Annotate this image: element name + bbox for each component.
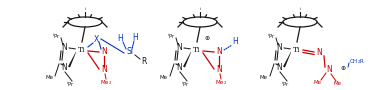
Text: N: N: [316, 49, 322, 58]
Text: $^i$Pr: $^i$Pr: [65, 79, 74, 89]
Text: Me$_2$: Me$_2$: [100, 78, 112, 87]
Text: N: N: [276, 43, 282, 52]
Text: N: N: [176, 43, 182, 52]
Text: $\oplus$: $\oplus$: [340, 64, 346, 72]
Text: Me: Me: [313, 80, 321, 86]
Text: Me: Me: [333, 81, 341, 86]
Text: X: X: [93, 35, 99, 44]
Text: $^i$Pr: $^i$Pr: [51, 31, 60, 41]
Text: CH$_2$R: CH$_2$R: [349, 58, 365, 66]
Text: N: N: [216, 66, 222, 75]
Text: Me: Me: [160, 76, 168, 80]
Text: H: H: [132, 33, 138, 42]
Text: H: H: [117, 34, 123, 43]
Polygon shape: [283, 52, 291, 67]
Text: N: N: [61, 43, 67, 52]
Text: i: i: [200, 7, 201, 11]
Text: N: N: [61, 63, 67, 72]
Text: R: R: [141, 58, 147, 67]
Text: N: N: [216, 48, 222, 57]
Text: $^i$Pr: $^i$Pr: [167, 31, 175, 41]
Text: N: N: [276, 63, 282, 72]
Text: Ti: Ti: [293, 46, 301, 54]
Text: $\oplus$: $\oplus$: [204, 34, 210, 42]
Text: N: N: [101, 48, 107, 57]
Text: N: N: [101, 66, 107, 75]
Text: Me: Me: [260, 76, 268, 80]
Text: Me: Me: [45, 76, 53, 80]
Text: N: N: [326, 66, 332, 75]
Text: Si: Si: [127, 48, 133, 57]
Text: i: i: [84, 7, 85, 11]
Polygon shape: [68, 52, 76, 67]
Text: i: i: [299, 7, 301, 11]
Text: H: H: [232, 38, 238, 47]
Text: $^i$Pr: $^i$Pr: [266, 31, 276, 41]
Text: Ti: Ti: [78, 46, 86, 54]
Text: N: N: [176, 63, 182, 72]
Text: $^i$Pr: $^i$Pr: [280, 79, 290, 89]
Text: Ti: Ti: [193, 46, 201, 54]
Text: $^i$Pr: $^i$Pr: [181, 79, 189, 89]
Polygon shape: [183, 52, 191, 67]
Text: Me$_2$: Me$_2$: [215, 78, 227, 87]
